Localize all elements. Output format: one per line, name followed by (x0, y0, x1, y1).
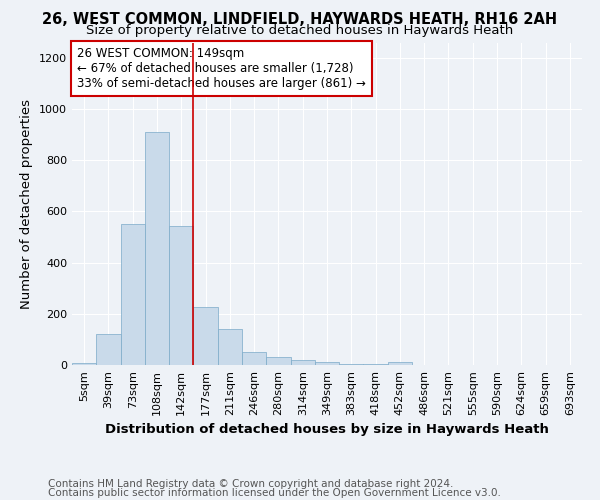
Bar (339, 364, 364, 365)
Bar (169, 226, 193, 365)
Bar (290, 360, 315, 365)
Bar (121, 224, 145, 365)
Bar (315, 362, 339, 365)
Y-axis label: Number of detached properties: Number of detached properties (20, 99, 34, 308)
Text: Contains HM Land Registry data © Crown copyright and database right 2024.: Contains HM Land Registry data © Crown c… (48, 479, 454, 489)
Bar (242, 352, 266, 365)
Text: 26 WEST COMMON: 149sqm
← 67% of detached houses are smaller (1,728)
33% of semi-: 26 WEST COMMON: 149sqm ← 67% of detached… (77, 48, 366, 90)
Bar (388, 362, 412, 365)
Bar (145, 132, 169, 365)
Bar (364, 364, 388, 365)
X-axis label: Distribution of detached houses by size in Haywards Heath: Distribution of detached houses by size … (105, 423, 549, 436)
Text: Contains public sector information licensed under the Open Government Licence v3: Contains public sector information licen… (48, 488, 501, 498)
Text: Size of property relative to detached houses in Haywards Heath: Size of property relative to detached ho… (86, 24, 514, 37)
Text: 26, WEST COMMON, LINDFIELD, HAYWARDS HEATH, RH16 2AH: 26, WEST COMMON, LINDFIELD, HAYWARDS HEA… (43, 12, 557, 28)
Bar (266, 358, 290, 365)
Bar (218, 329, 242, 365)
Bar (96, 334, 121, 365)
Bar (193, 308, 218, 365)
Bar (72, 363, 96, 365)
